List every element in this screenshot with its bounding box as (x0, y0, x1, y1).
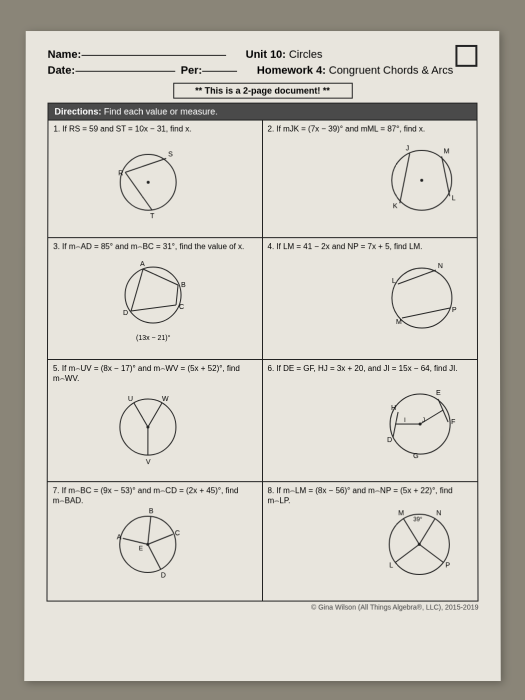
svg-text:J: J (422, 418, 425, 424)
svg-text:H: H (391, 405, 396, 412)
cell-q1: 1. If RS = 59 and ST = 10x − 31, find x.… (48, 121, 262, 239)
svg-text:L: L (392, 278, 396, 285)
svg-text:E: E (436, 390, 441, 397)
svg-text:P: P (452, 307, 457, 314)
q3-text: 3. If m⌢AD = 85° and m⌢BC = 31°, find th… (53, 242, 256, 252)
unit-label: Unit 10: (246, 49, 286, 61)
q5-text: 5. If m⌢UV = (8x − 17)° and m⌢WV = (5x +… (53, 364, 257, 384)
svg-text:W: W (162, 396, 169, 403)
cell-q8: 8. If m⌢LM = (8x − 56)° and m⌢NP = (5x +… (263, 482, 478, 600)
q8-diagram: M N L P 39° (375, 500, 463, 588)
q1-diagram: R S T (108, 142, 188, 222)
svg-text:B: B (149, 508, 154, 515)
q4-diagram: L N M P (380, 256, 465, 341)
q6-text: 6. If DE = GF, HJ = 3x + 20, and JI = 15… (268, 364, 473, 374)
svg-text:B: B (181, 282, 186, 289)
q2-text: 2. If mJK = (7x − 39)° and mML = 87°, fi… (267, 125, 471, 135)
problem-grid: 1. If RS = 59 and ST = 10x − 31, find x.… (46, 121, 478, 602)
date-label: Date: (48, 65, 75, 77)
unit-title: Circles (289, 49, 323, 61)
svg-text:S: S (168, 151, 173, 158)
q3-diagram: A B C D (13x − 21)° (103, 253, 203, 348)
svg-text:P: P (445, 562, 450, 569)
directions-label: Directions: (54, 107, 101, 117)
per-label: Per: (181, 65, 202, 77)
svg-text:A: A (140, 261, 145, 268)
q6-diagram: E F H D G J I (378, 382, 463, 467)
cell-q7: 7. If m⌢BC = (9x − 53)° and m⌢CD = (2x +… (47, 482, 262, 600)
hw-label: Homework 4: (257, 65, 326, 77)
header-row-1: Name: Unit 10: Circles (48, 49, 478, 61)
q1-text: 1. If RS = 59 and ST = 10x − 31, find x. (53, 125, 256, 135)
svg-text:J: J (406, 145, 409, 152)
svg-text:N: N (438, 263, 443, 270)
svg-text:I: I (404, 418, 406, 424)
svg-text:M: M (444, 148, 450, 155)
hw-title: Congruent Chords & Arcs (329, 65, 453, 77)
cell-q2: 2. If mJK = (7x − 39)° and mML = 87°, fi… (263, 121, 477, 239)
svg-text:L: L (452, 195, 456, 202)
cell-q4: 4. If LM = 41 − 2x and NP = 7x + 5, find… (263, 238, 478, 360)
svg-text:C: C (175, 530, 180, 537)
svg-text:F: F (451, 419, 455, 426)
worksheet-page: Name: Unit 10: Circles Date: Per: Homewo… (24, 31, 501, 681)
svg-text:C: C (179, 304, 184, 311)
checkbox-corner (455, 45, 477, 67)
svg-text:L: L (389, 562, 393, 569)
svg-text:D: D (161, 572, 166, 579)
q5-diagram: U W V (106, 385, 191, 470)
svg-text:E: E (139, 546, 143, 552)
svg-text:M: M (396, 319, 402, 326)
footer-copyright: © Gina Wilson (All Things Algebra®, LLC)… (46, 605, 478, 612)
svg-text:V: V (146, 459, 151, 466)
q2-diagram: J M K L (380, 138, 465, 223)
date-blank (75, 70, 175, 71)
per-blank (202, 70, 237, 71)
svg-text:D: D (123, 310, 128, 317)
cell-q6: 6. If DE = GF, HJ = 3x + 20, and JI = 15… (263, 360, 478, 482)
q4-text: 4. If LM = 41 − 2x and NP = 7x + 5, find… (267, 242, 471, 252)
svg-text:M: M (398, 510, 404, 517)
svg-text:K: K (393, 203, 398, 210)
svg-text:(13x − 21)°: (13x − 21)° (136, 334, 171, 342)
directions-bar: Directions: Find each value or measure. (47, 103, 477, 121)
svg-text:T: T (150, 213, 155, 220)
q7-diagram: A B C D E (103, 500, 193, 588)
cell-q3: 3. If m⌢AD = 85° and m⌢BC = 31°, find th… (48, 238, 263, 360)
doc-note: ** This is a 2-page document! ** (173, 83, 353, 99)
svg-text:U: U (128, 396, 133, 403)
svg-text:D: D (387, 437, 392, 444)
header-row-2: Date: Per: Homework 4: Congruent Chords … (48, 65, 478, 77)
directions-text: Find each value or measure. (104, 107, 218, 117)
svg-text:39°: 39° (413, 517, 423, 523)
name-label: Name: (48, 49, 82, 61)
cell-q5: 5. If m⌢UV = (8x − 17)° and m⌢WV = (5x +… (48, 360, 263, 482)
svg-text:A: A (117, 534, 122, 541)
svg-text:N: N (436, 510, 441, 517)
svg-text:R: R (118, 170, 123, 177)
name-blank (81, 54, 226, 55)
svg-text:G: G (413, 453, 418, 460)
